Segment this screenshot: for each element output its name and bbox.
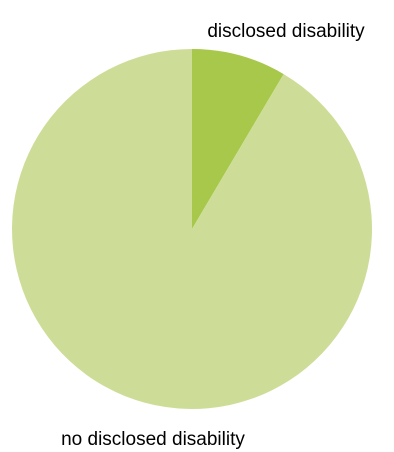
pie-slices — [11, 49, 372, 409]
slice-label-no-disclosed-disability: no disclosed disability — [61, 429, 245, 450]
pie-slice-disclosed-disability — [192, 49, 284, 229]
pie-slice-no-disclosed-disability — [11, 49, 372, 409]
slice-label-disclosed-disability: disclosed disability — [207, 21, 365, 42]
